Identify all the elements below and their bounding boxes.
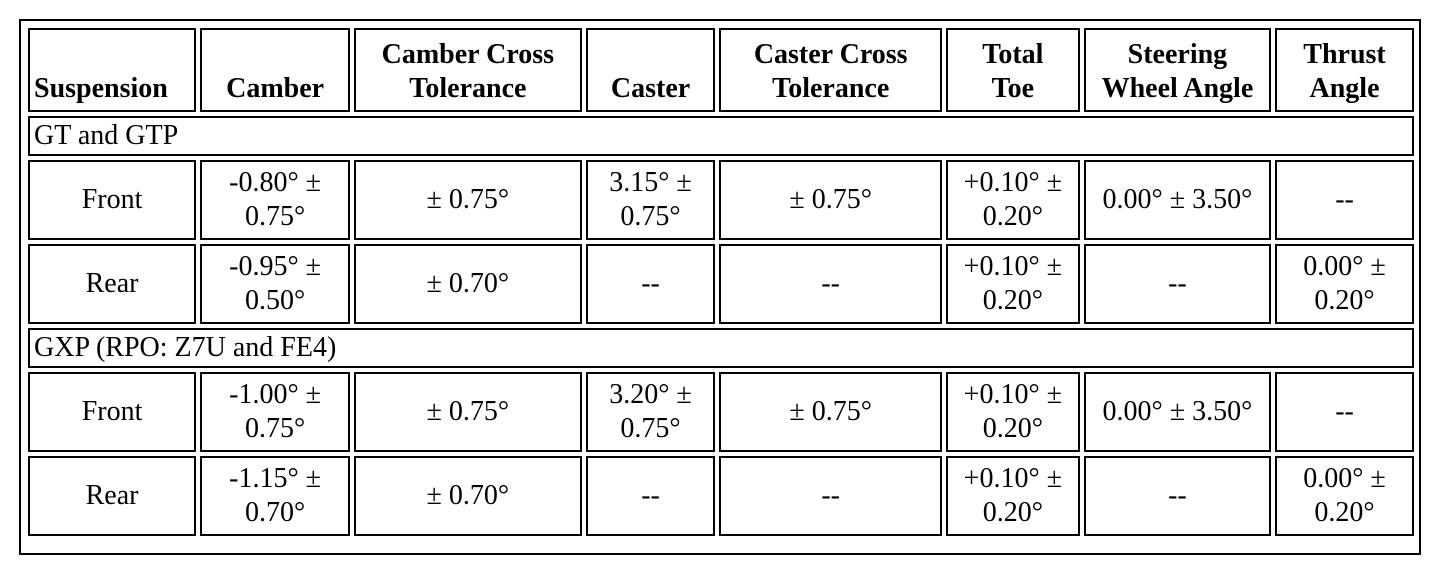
- cell-caster-cross: --: [719, 456, 942, 536]
- cell-thrust: --: [1275, 372, 1414, 452]
- cell-suspension: Front: [28, 160, 197, 240]
- group-row: GT and GTP: [28, 116, 1414, 156]
- cell-steering: 0.00° ± 3.50°: [1083, 372, 1272, 452]
- table-row: Front -0.80° ± 0.75° ± 0.75° 3.15° ± 0.7…: [28, 160, 1414, 240]
- cell-total-toe: +0.10° ± 0.20°: [945, 160, 1080, 240]
- cell-suspension: Rear: [28, 456, 197, 536]
- header-caster-cross-tolerance: Caster Cross Tolerance: [719, 28, 942, 112]
- cell-caster: 3.15° ± 0.75°: [585, 160, 716, 240]
- alignment-spec-table: Suspension Camber Camber Cross Tolerance…: [24, 24, 1418, 540]
- header-camber-cross-tolerance: Camber Cross Tolerance: [354, 28, 582, 112]
- cell-caster: --: [585, 244, 716, 324]
- cell-thrust: --: [1275, 160, 1414, 240]
- cell-total-toe: +0.10° ± 0.20°: [945, 372, 1080, 452]
- cell-total-toe: +0.10° ± 0.20°: [945, 456, 1080, 536]
- cell-caster: 3.20° ± 0.75°: [585, 372, 716, 452]
- cell-camber-cross: ± 0.70°: [354, 456, 582, 536]
- cell-caster-cross: --: [719, 244, 942, 324]
- cell-thrust: 0.00° ± 0.20°: [1275, 456, 1414, 536]
- cell-camber: -0.80° ± 0.75°: [200, 160, 351, 240]
- cell-steering: 0.00° ± 3.50°: [1083, 160, 1272, 240]
- header-suspension: Suspension: [28, 28, 197, 112]
- cell-camber-cross: ± 0.75°: [354, 160, 582, 240]
- table-row: Rear -1.15° ± 0.70° ± 0.70° -- -- +0.10°…: [28, 456, 1414, 536]
- group-row: GXP (RPO: Z7U and FE4): [28, 328, 1414, 368]
- header-row: Suspension Camber Camber Cross Tolerance…: [28, 28, 1414, 112]
- cell-caster-cross: ± 0.75°: [719, 372, 942, 452]
- header-caster: Caster: [585, 28, 716, 112]
- table-frame: [19, 19, 1421, 555]
- header-thrust-angle: Thrust Angle: [1275, 28, 1414, 112]
- table-row: Front -1.00° ± 0.75° ± 0.75° 3.20° ± 0.7…: [28, 372, 1414, 452]
- cell-total-toe: +0.10° ± 0.20°: [945, 244, 1080, 324]
- cell-camber: -1.15° ± 0.70°: [200, 456, 351, 536]
- cell-suspension: Rear: [28, 244, 197, 324]
- group-label: GXP (RPO: Z7U and FE4): [28, 328, 1414, 368]
- cell-camber: -0.95° ± 0.50°: [200, 244, 351, 324]
- header-total-toe: Total Toe: [945, 28, 1080, 112]
- cell-steering: --: [1083, 456, 1272, 536]
- header-steering-wheel-angle: Steering Wheel Angle: [1083, 28, 1272, 112]
- cell-caster: --: [585, 456, 716, 536]
- cell-steering: --: [1083, 244, 1272, 324]
- header-camber: Camber: [200, 28, 351, 112]
- cell-caster-cross: ± 0.75°: [719, 160, 942, 240]
- cell-camber-cross: ± 0.75°: [354, 372, 582, 452]
- cell-suspension: Front: [28, 372, 197, 452]
- cell-camber-cross: ± 0.70°: [354, 244, 582, 324]
- table-row: Rear -0.95° ± 0.50° ± 0.70° -- -- +0.10°…: [28, 244, 1414, 324]
- cell-thrust: 0.00° ± 0.20°: [1275, 244, 1414, 324]
- cell-camber: -1.00° ± 0.75°: [200, 372, 351, 452]
- group-label: GT and GTP: [28, 116, 1414, 156]
